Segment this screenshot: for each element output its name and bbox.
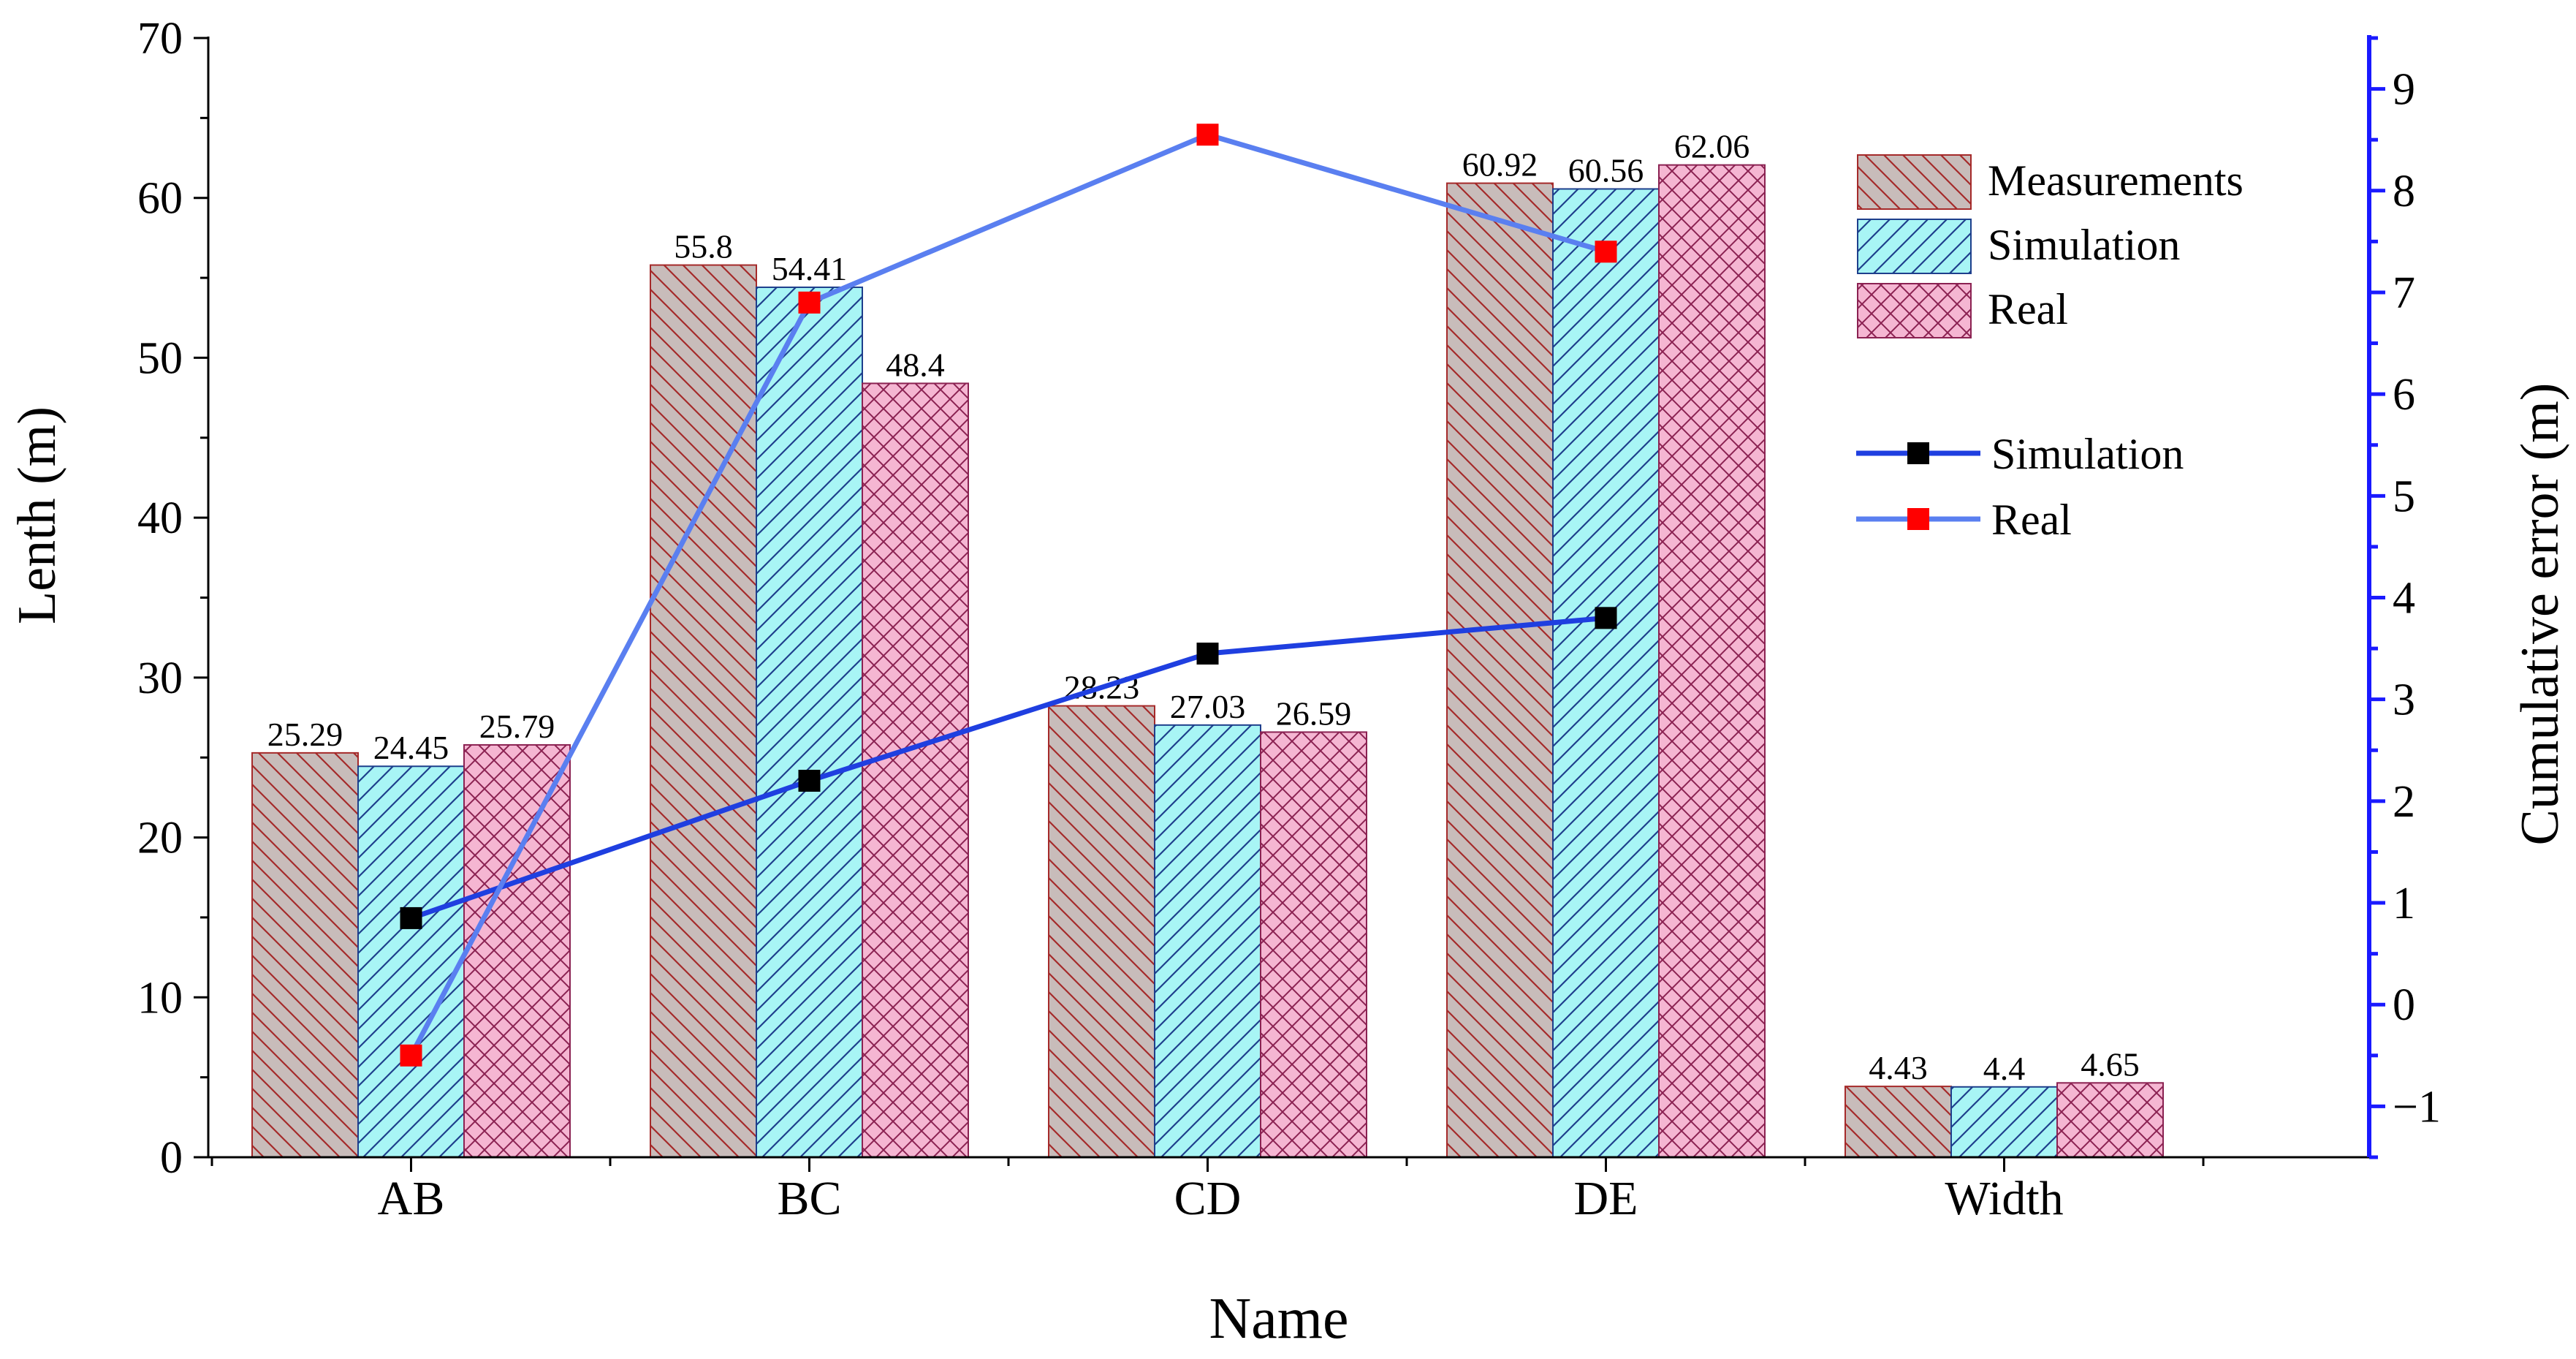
legend-line-label-simulation: Simulation [1991, 430, 2184, 478]
marker-real-bc [798, 291, 821, 314]
y-tick-label: 50 [137, 333, 183, 383]
bar-measurements-width [1844, 1086, 1952, 1159]
legend-line-label-real: Real [1991, 496, 2072, 544]
y2-tick-label: 2 [2393, 777, 2415, 827]
y2-tick-label: 8 [2393, 167, 2415, 216]
y2-tick-label: −1 [2393, 1082, 2441, 1132]
marker-simulation-ab [400, 906, 422, 929]
bar-label-measurements-width: 4.43 [1869, 1049, 1928, 1086]
legend-label-simulation: Simulation [1988, 221, 2180, 269]
y-tick-label: 0 [160, 1133, 183, 1183]
lines-layer [400, 124, 1617, 1067]
y-tick-label: 60 [137, 174, 183, 224]
legend-label-measurements: Measurements [1988, 156, 2243, 205]
bars-layer [251, 164, 2164, 1159]
y-tick-label: 10 [137, 973, 183, 1023]
x-tick-label-ab: AB [378, 1172, 445, 1225]
axes-layer: 0 10 20 30 40 50 60 70 −1 0 1 2 3 4 5 6 7 8 9 AB BC CD DE Width [137, 14, 2441, 1225]
y-tick-label: 30 [137, 654, 183, 703]
y2-tick-label: 0 [2393, 980, 2415, 1030]
bar-label-measurements-de: 60.92 [1462, 146, 1538, 183]
bar-label-real-cd: 26.59 [1276, 694, 1352, 732]
bar-labels-layer: 25.2955.828.2360.924.4324.4554.4127.0360… [267, 128, 2140, 1087]
bar-measurements-bc [650, 264, 757, 1158]
marker-simulation-de [1595, 607, 1617, 629]
legend-marker-simulation [1907, 442, 1929, 464]
y2-tick-label: 3 [2393, 675, 2415, 725]
bar-real-width [2056, 1082, 2164, 1158]
x-tick-label-width: Width [1945, 1172, 2063, 1225]
bar-label-real-ab: 25.79 [479, 708, 555, 745]
legend-swatch-measurements [1857, 154, 1972, 210]
y2-tick-label: 1 [2393, 879, 2415, 928]
y2-tick-label: 6 [2393, 370, 2415, 420]
marker-simulation-cd [1196, 643, 1219, 665]
y-tick-label: 20 [137, 814, 183, 863]
bar-label-simulation-de: 60.56 [1568, 151, 1644, 189]
bar-label-real-bc: 48.4 [886, 346, 945, 383]
x-tick-label-bc: BC [777, 1172, 841, 1225]
bar-measurements-ab [251, 752, 359, 1158]
bar-measurements-de [1446, 182, 1554, 1159]
legend-swatch-simulation [1857, 219, 1972, 274]
marker-simulation-bc [798, 770, 821, 792]
line-real [409, 132, 1607, 1057]
y-tick-label: 40 [137, 493, 183, 543]
bar-real-de [1658, 164, 1766, 1158]
y2-tick-label: 7 [2393, 268, 2415, 318]
bar-label-simulation-width: 4.4 [1983, 1050, 2026, 1087]
bar-label-simulation-cd: 27.03 [1170, 688, 1246, 725]
bar-simulation-ab [357, 765, 465, 1158]
y2-tick-label: 5 [2393, 472, 2415, 521]
y2-axis-title: Cumulative error (m) [2510, 383, 2570, 846]
bar-label-real-de: 62.06 [1674, 128, 1750, 165]
marker-real-de [1595, 241, 1617, 263]
line-simulation [410, 615, 1606, 921]
bar-measurements-cd [1048, 705, 1155, 1158]
marker-real-cd [1196, 124, 1219, 146]
y2-tick-label: 4 [2393, 574, 2415, 624]
y2-tick-label: 9 [2393, 65, 2415, 115]
bar-simulation-cd [1154, 724, 1261, 1158]
bar-label-simulation-bc: 54.41 [772, 250, 848, 287]
bar-real-ab [463, 743, 571, 1158]
bar-real-bc [862, 382, 969, 1158]
x-tick-label-de: DE [1574, 1172, 1638, 1225]
bar-simulation-de [1552, 188, 1660, 1158]
legend-bars: Measurements Simulation Real [1857, 154, 2243, 338]
marker-real-ab [400, 1044, 422, 1067]
x-axis-title: Name [1209, 1287, 1348, 1351]
bar-simulation-width [1950, 1086, 2058, 1159]
bar-real-cd [1260, 731, 1367, 1158]
bar-label-simulation-ab: 24.45 [373, 729, 449, 766]
legend-swatch-real [1857, 283, 1972, 338]
y-axis-title: Lenth (m) [7, 406, 67, 624]
legend-marker-real [1907, 508, 1929, 530]
y-tick-label: 70 [137, 14, 183, 64]
x-tick-label-cd: CD [1174, 1172, 1242, 1225]
bar-simulation-bc [756, 286, 863, 1158]
bar-label-real-width: 4.65 [2081, 1045, 2140, 1083]
bar-label-measurements-ab: 25.29 [267, 716, 343, 753]
legend-lines: Simulation Real [1856, 430, 2184, 544]
bar-label-measurements-bc: 55.8 [674, 228, 733, 265]
legend-label-real: Real [1988, 285, 2068, 333]
